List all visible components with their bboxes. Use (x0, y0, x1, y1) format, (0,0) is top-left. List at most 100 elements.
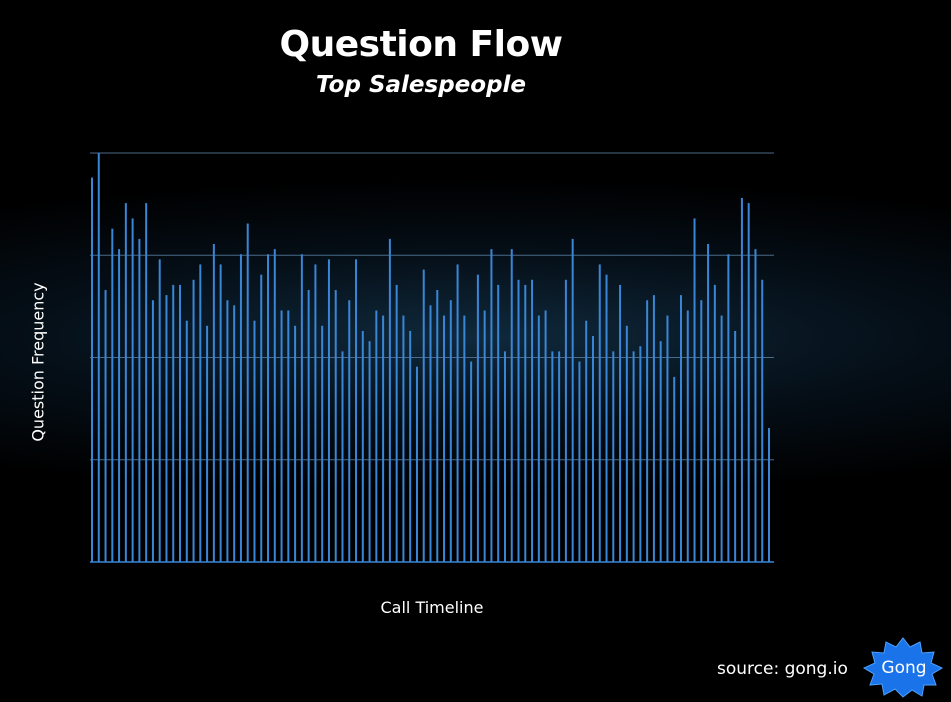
bar (294, 325, 297, 562)
bar (713, 284, 716, 562)
bar (91, 177, 93, 563)
bar (131, 218, 134, 562)
bar (429, 305, 432, 562)
bar (179, 284, 182, 562)
bar (375, 310, 378, 562)
bar (517, 279, 520, 562)
bar (206, 325, 209, 562)
bar (693, 218, 696, 562)
bar (564, 279, 567, 562)
bar (145, 203, 148, 562)
bar (524, 284, 527, 562)
bar (233, 305, 236, 562)
bar (625, 325, 628, 562)
bar (585, 320, 588, 562)
bar (443, 315, 446, 562)
bar (619, 284, 622, 562)
bar (138, 238, 141, 562)
bar (490, 249, 493, 562)
bar (280, 310, 283, 562)
bar (652, 295, 655, 562)
bar (239, 254, 242, 563)
bar (503, 351, 506, 562)
bar (558, 351, 561, 562)
bar (740, 197, 743, 563)
bar (673, 376, 676, 562)
bar (368, 341, 371, 562)
bar (612, 351, 615, 562)
bar (199, 264, 202, 562)
bar (246, 223, 249, 563)
bar (172, 284, 175, 562)
bar (267, 254, 270, 563)
bar (544, 310, 547, 562)
bar (436, 290, 439, 562)
bar (158, 259, 161, 562)
gong-logo: Gong (862, 637, 944, 698)
bar (734, 330, 737, 562)
bar (578, 361, 581, 562)
bar (551, 351, 554, 562)
bar (124, 203, 127, 562)
chart-subtitle: Top Salespeople (315, 72, 527, 98)
bar (646, 300, 649, 562)
y-axis-label: Question Frequency (28, 282, 48, 442)
bar (307, 290, 310, 562)
bar (104, 290, 107, 562)
bar (497, 284, 500, 562)
bar (483, 310, 486, 562)
bar (287, 310, 290, 562)
bar (768, 428, 770, 562)
bar (470, 361, 473, 562)
bar (632, 351, 635, 562)
bar (341, 351, 344, 562)
bar (754, 249, 757, 562)
bar (409, 330, 412, 562)
bar (747, 203, 750, 562)
bar (707, 244, 710, 562)
bar (639, 346, 642, 562)
bar (273, 249, 276, 562)
bar (321, 325, 324, 562)
bar (327, 259, 330, 562)
bar (720, 315, 723, 562)
bar (219, 264, 222, 562)
bar (355, 259, 358, 562)
bar (415, 366, 418, 562)
logo-burst-shape (862, 637, 944, 698)
bar (314, 264, 317, 562)
source-note: source: gong.io (717, 659, 848, 679)
bar (686, 310, 689, 562)
bar (151, 300, 154, 562)
bar (605, 274, 608, 562)
bar (165, 295, 168, 562)
chart-title: Question Flow (279, 24, 563, 65)
bar (212, 244, 215, 562)
bar (476, 274, 479, 562)
bar (761, 279, 764, 562)
bar (659, 341, 662, 562)
bar (531, 279, 534, 562)
logo-text: Gong (881, 658, 926, 678)
bar (700, 300, 703, 562)
bar (226, 300, 229, 562)
bar (591, 336, 594, 562)
bar (300, 254, 303, 563)
bar (111, 228, 114, 563)
bar (598, 264, 601, 562)
bar (388, 238, 391, 562)
bar (449, 300, 452, 562)
bar (571, 238, 574, 562)
bar (185, 320, 188, 562)
bar (510, 249, 513, 562)
bar (118, 249, 121, 562)
x-axis-label: Call Timeline (380, 598, 484, 617)
bar (727, 254, 730, 563)
bar (456, 264, 459, 562)
bar (422, 269, 425, 562)
bar (361, 330, 364, 562)
bar (537, 315, 540, 562)
bar (679, 295, 682, 562)
